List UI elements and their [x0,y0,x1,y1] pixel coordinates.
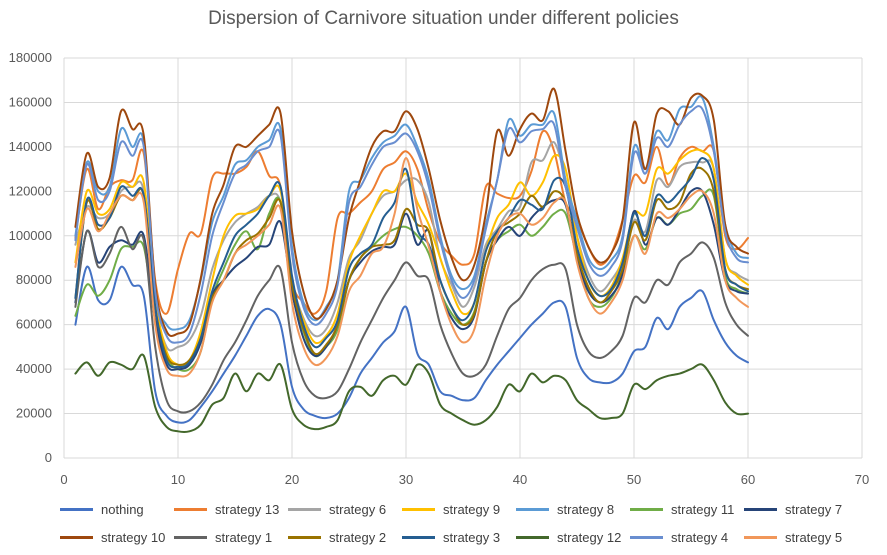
x-tick-label: 10 [171,472,185,487]
legend-swatch [288,535,321,539]
y-tick-label: 160000 [9,94,52,109]
legend-label: strategy 6 [329,501,387,517]
x-tick-label: 70 [855,472,869,487]
series-line-strategy-4 [74,105,749,344]
legend-item: nothing [60,498,174,520]
legend-item: strategy 13 [174,498,288,520]
y-tick-label: 140000 [9,139,52,154]
legend-label: strategy 11 [671,501,735,517]
legend-item: strategy 4 [630,526,744,548]
y-tick-label: 100000 [9,228,52,243]
series-line-strategy-13 [74,129,749,315]
legend-swatch [516,535,549,539]
legend-swatch [174,535,207,539]
y-tick-label: 0 [45,450,52,465]
legend-label: strategy 1 [215,529,273,545]
series-line-nothing [74,265,749,424]
x-tick-label: 30 [399,472,413,487]
legend-label: strategy 4 [671,529,729,545]
y-tick-label: 40000 [16,361,52,376]
series-lines [74,87,749,434]
legend-label: strategy 5 [785,529,843,545]
legend-swatch [516,507,549,511]
legend-item: strategy 7 [744,498,858,520]
y-tick-label: 80000 [16,272,52,287]
legend-swatch [744,535,777,539]
series-line-strategy-12 [74,353,749,434]
legend-label: strategy 8 [557,501,615,517]
y-tick-label: 180000 [9,50,52,65]
y-tick-label: 20000 [16,406,52,421]
series-line-strategy-1 [74,225,749,414]
legend-item: strategy 3 [402,526,516,548]
legend-swatch [402,507,435,511]
series-line-strategy-3 [74,157,749,369]
x-tick-label: 0 [60,472,67,487]
legend-swatch [402,535,435,539]
x-tick-label: 20 [285,472,299,487]
y-axis-tick-labels: 0 20000 40000 60000 80000 100000 120000 140000 1… [9,50,52,465]
legend-swatch [288,507,321,511]
y-tick-label: 60000 [16,317,52,332]
legend-label: strategy 13 [215,501,280,517]
legend: nothing strategy 13 strategy 6 strategy 9 st… [60,498,860,548]
legend-item: strategy 5 [744,526,858,548]
series-line-strategy-10 [74,87,749,337]
legend-swatch [60,507,93,511]
x-tick-label: 60 [741,472,755,487]
legend-item: strategy 9 [402,498,516,520]
legend-swatch [174,507,207,511]
legend-label: strategy 7 [785,501,843,517]
x-tick-label: 50 [627,472,641,487]
legend-item: strategy 1 [174,526,288,548]
series-line-strategy-5 [74,156,749,378]
chart-title: Dispersion of Carnivore situation under … [208,8,679,29]
legend-item: strategy 12 [516,526,630,548]
legend-item: strategy 6 [288,498,402,520]
legend-swatch [744,507,777,511]
legend-label: strategy 9 [443,501,501,517]
x-axis-tick-labels: 0 10 20 30 40 50 60 70 [60,472,869,487]
legend-swatch [60,535,93,539]
legend-item: strategy 11 [630,498,744,520]
series-line-strategy-2 [74,166,749,366]
legend-label: nothing [101,501,144,517]
legend-label: strategy 2 [329,529,387,545]
legend-swatch [630,535,663,539]
legend-label: strategy 10 [101,529,166,545]
legend-swatch [630,507,663,511]
x-tick-label: 40 [513,472,527,487]
legend-label: strategy 3 [443,529,501,545]
series-line-strategy-8 [74,95,749,331]
legend-item: strategy 8 [516,498,630,520]
legend-label: strategy 12 [557,529,622,545]
legend-item: strategy 10 [60,526,174,548]
series-line-strategy-6 [74,141,749,352]
legend-item: strategy 2 [288,526,402,548]
series-line-strategy-7 [74,187,749,371]
y-tick-label: 120000 [9,183,52,198]
